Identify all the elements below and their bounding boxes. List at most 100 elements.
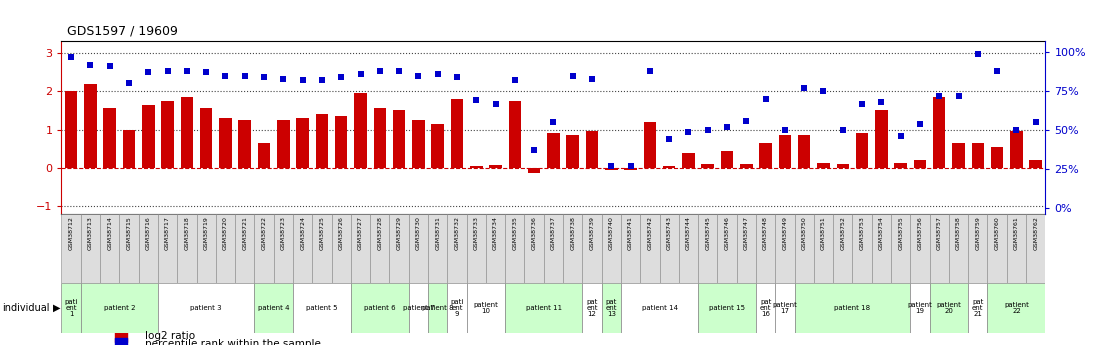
Bar [833,214,852,283]
Text: GSM38720: GSM38720 [222,216,228,250]
Bar [158,214,178,283]
Bar [929,283,968,333]
Text: patient 11: patient 11 [525,305,562,311]
Bar [466,214,486,283]
Text: GSM38741: GSM38741 [628,216,633,250]
Text: GSM38731: GSM38731 [435,216,440,250]
Bar [255,283,293,333]
Point [563,73,581,78]
Bar [373,108,386,168]
Text: pat
ent
12: pat ent 12 [586,299,598,317]
Bar [447,283,466,333]
Bar [987,214,1006,283]
Bar [104,108,116,168]
Point [120,81,138,86]
Bar [1026,214,1045,283]
Bar [332,214,351,283]
Text: GSM38756: GSM38756 [918,216,922,250]
Bar [235,214,255,283]
Bar [274,214,293,283]
Bar [470,166,483,168]
Text: GSM38730: GSM38730 [416,216,420,250]
Bar [910,214,929,283]
Bar [586,131,598,168]
Point [718,124,736,130]
Point [544,119,562,125]
Text: GSM38757: GSM38757 [937,216,941,250]
Bar [660,214,679,283]
Bar [409,214,428,283]
Point [255,75,273,80]
Bar [181,97,193,168]
Bar [219,118,231,168]
Point [428,71,446,77]
Bar [778,135,792,168]
Text: GSM38740: GSM38740 [609,216,614,250]
Bar [354,93,367,168]
Bar [721,151,733,168]
Text: patient 6: patient 6 [364,305,396,311]
Text: GSM38724: GSM38724 [300,216,305,250]
Text: GDS1597 / 19609: GDS1597 / 19609 [67,25,178,38]
Text: GSM38752: GSM38752 [841,216,845,250]
Text: GSM38713: GSM38713 [88,216,93,250]
Text: GSM38723: GSM38723 [281,216,286,250]
Bar [698,283,756,333]
Text: GSM38718: GSM38718 [184,216,189,250]
Bar [1030,160,1042,168]
Point [294,78,312,83]
Text: pat
ent
21: pat ent 21 [972,299,984,317]
Bar [428,283,447,333]
Bar [679,214,698,283]
Bar [582,283,601,333]
Text: GSM38734: GSM38734 [493,216,498,250]
Point [949,93,967,99]
Point [178,68,196,74]
Text: GSM38753: GSM38753 [860,216,864,250]
Bar [775,283,795,333]
Text: GSM38738: GSM38738 [570,216,575,250]
Bar [698,214,718,283]
Point [757,96,775,102]
Bar [949,214,968,283]
Point [332,75,350,80]
Bar [740,164,752,168]
Point [853,101,871,106]
Bar [428,214,447,283]
Bar [293,214,312,283]
Point [236,73,254,78]
Bar [392,110,406,168]
Bar [296,118,309,168]
Bar [601,214,620,283]
Bar [972,143,984,168]
Bar [255,214,274,283]
Bar [910,283,929,333]
Bar [197,214,216,283]
Bar [216,214,235,283]
Point [930,93,948,99]
Bar [258,143,271,168]
Point [313,78,331,83]
Point [101,63,119,69]
Text: GSM38750: GSM38750 [802,216,807,250]
Bar [795,283,910,333]
Text: pati
ent
9: pati ent 9 [451,299,464,317]
Text: GSM38737: GSM38737 [551,216,556,250]
Point [140,70,158,75]
Bar [968,283,987,333]
Bar [178,214,197,283]
Text: GSM38744: GSM38744 [686,216,691,250]
Bar [624,168,637,170]
Text: GSM38739: GSM38739 [589,216,595,250]
Bar [601,283,620,333]
Bar [953,143,965,168]
Point [661,137,679,142]
Point [738,118,756,124]
Point [680,129,698,134]
Text: patient 2: patient 2 [104,305,135,311]
Bar [620,214,641,283]
Bar [80,283,158,333]
Text: patient 8: patient 8 [421,305,454,311]
Text: patient
17: patient 17 [773,302,797,314]
Point [641,68,659,74]
